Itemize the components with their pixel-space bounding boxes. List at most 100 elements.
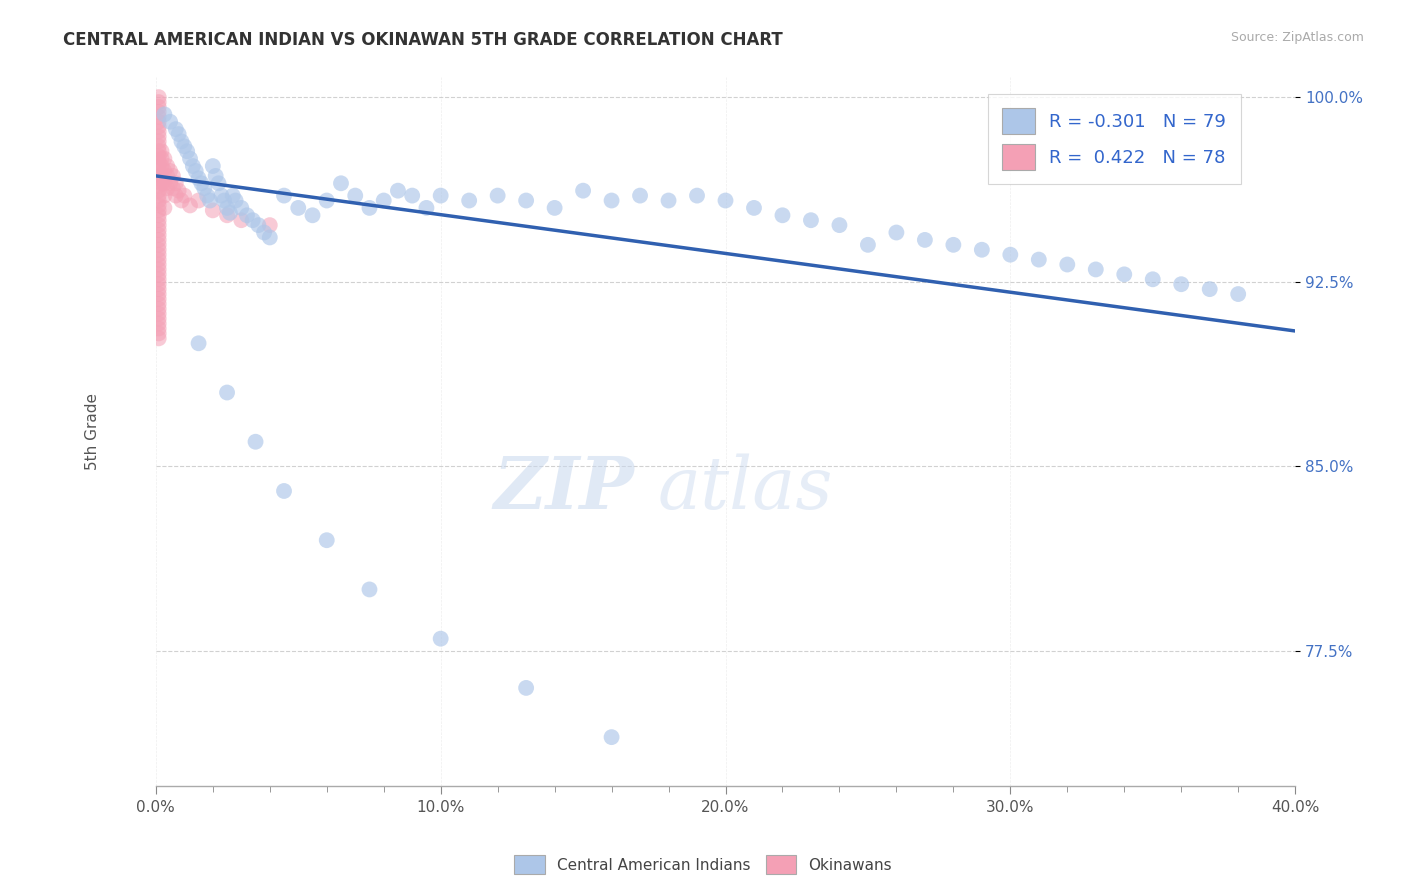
Point	[148, 227, 170, 242]
Point	[242, 213, 264, 227]
Point	[148, 262, 170, 277]
Point	[201, 159, 224, 173]
Point	[148, 135, 170, 149]
Point	[359, 582, 381, 597]
Point	[148, 331, 170, 345]
Point	[344, 188, 367, 202]
Point	[772, 208, 794, 222]
Point	[153, 152, 176, 166]
Point	[148, 272, 170, 286]
Point	[150, 145, 173, 159]
Point	[148, 174, 170, 188]
Point	[148, 268, 170, 282]
Point	[162, 181, 184, 195]
Point	[173, 188, 195, 202]
Point	[856, 237, 879, 252]
Point	[148, 154, 170, 169]
Point	[148, 317, 170, 331]
Point	[148, 149, 170, 163]
Point	[159, 164, 181, 178]
Point	[600, 194, 623, 208]
Point	[153, 201, 176, 215]
Point	[153, 176, 176, 190]
Point	[184, 164, 207, 178]
Point	[273, 188, 295, 202]
Point	[628, 188, 651, 202]
Point	[259, 218, 281, 232]
Point	[1170, 277, 1192, 292]
Point	[215, 201, 238, 215]
Point	[1198, 282, 1220, 296]
Text: CENTRAL AMERICAN INDIAN VS OKINAWAN 5TH GRADE CORRELATION CHART: CENTRAL AMERICAN INDIAN VS OKINAWAN 5TH …	[63, 31, 783, 49]
Point	[167, 184, 190, 198]
Point	[148, 223, 170, 237]
Point	[148, 139, 170, 153]
Point	[187, 336, 209, 351]
Point	[148, 194, 170, 208]
Point	[231, 201, 253, 215]
Point	[150, 169, 173, 183]
Point	[198, 194, 221, 208]
Point	[572, 184, 595, 198]
Point	[179, 152, 201, 166]
Point	[429, 632, 451, 646]
Point	[148, 184, 170, 198]
Point	[148, 297, 170, 311]
Point	[543, 201, 565, 215]
Point	[167, 127, 190, 141]
Point	[657, 194, 679, 208]
Point	[253, 226, 276, 240]
Point	[165, 122, 187, 136]
Text: atlas: atlas	[657, 453, 832, 524]
Point	[153, 107, 176, 121]
Point	[148, 159, 170, 173]
Point	[273, 483, 295, 498]
Text: Source: ZipAtlas.com: Source: ZipAtlas.com	[1230, 31, 1364, 45]
Point	[179, 198, 201, 212]
Point	[187, 194, 209, 208]
Point	[148, 287, 170, 301]
Point	[212, 194, 235, 208]
Point	[148, 311, 170, 326]
Point	[686, 188, 709, 202]
Legend: R = -0.301   N = 79, R =  0.422   N = 78: R = -0.301 N = 79, R = 0.422 N = 78	[988, 94, 1240, 185]
Point	[148, 301, 170, 316]
Point	[330, 176, 353, 190]
Point	[1114, 268, 1136, 282]
Point	[828, 218, 851, 232]
Point	[458, 194, 481, 208]
Point	[201, 203, 224, 218]
Point	[1000, 248, 1022, 262]
Point	[236, 208, 259, 222]
Point	[181, 159, 204, 173]
Point	[159, 114, 181, 128]
Point	[259, 230, 281, 244]
Point	[165, 188, 187, 202]
Point	[148, 169, 170, 183]
Point	[148, 243, 170, 257]
Point	[515, 194, 537, 208]
Point	[148, 277, 170, 292]
Point	[148, 208, 170, 222]
Point	[148, 110, 170, 124]
Point	[148, 90, 170, 104]
Point	[315, 533, 337, 548]
Point	[287, 201, 309, 215]
Point	[800, 213, 823, 227]
Point	[156, 169, 179, 183]
Text: ZIP: ZIP	[494, 453, 634, 524]
Point	[176, 145, 198, 159]
Point	[148, 218, 170, 232]
Point	[148, 248, 170, 262]
Point	[231, 213, 253, 227]
Point	[150, 159, 173, 173]
Point	[148, 326, 170, 341]
Point	[148, 129, 170, 144]
Point	[429, 188, 451, 202]
Point	[148, 213, 170, 227]
Point	[148, 258, 170, 272]
Point	[942, 237, 965, 252]
Point	[359, 201, 381, 215]
Point	[222, 188, 245, 202]
Point	[387, 184, 409, 198]
